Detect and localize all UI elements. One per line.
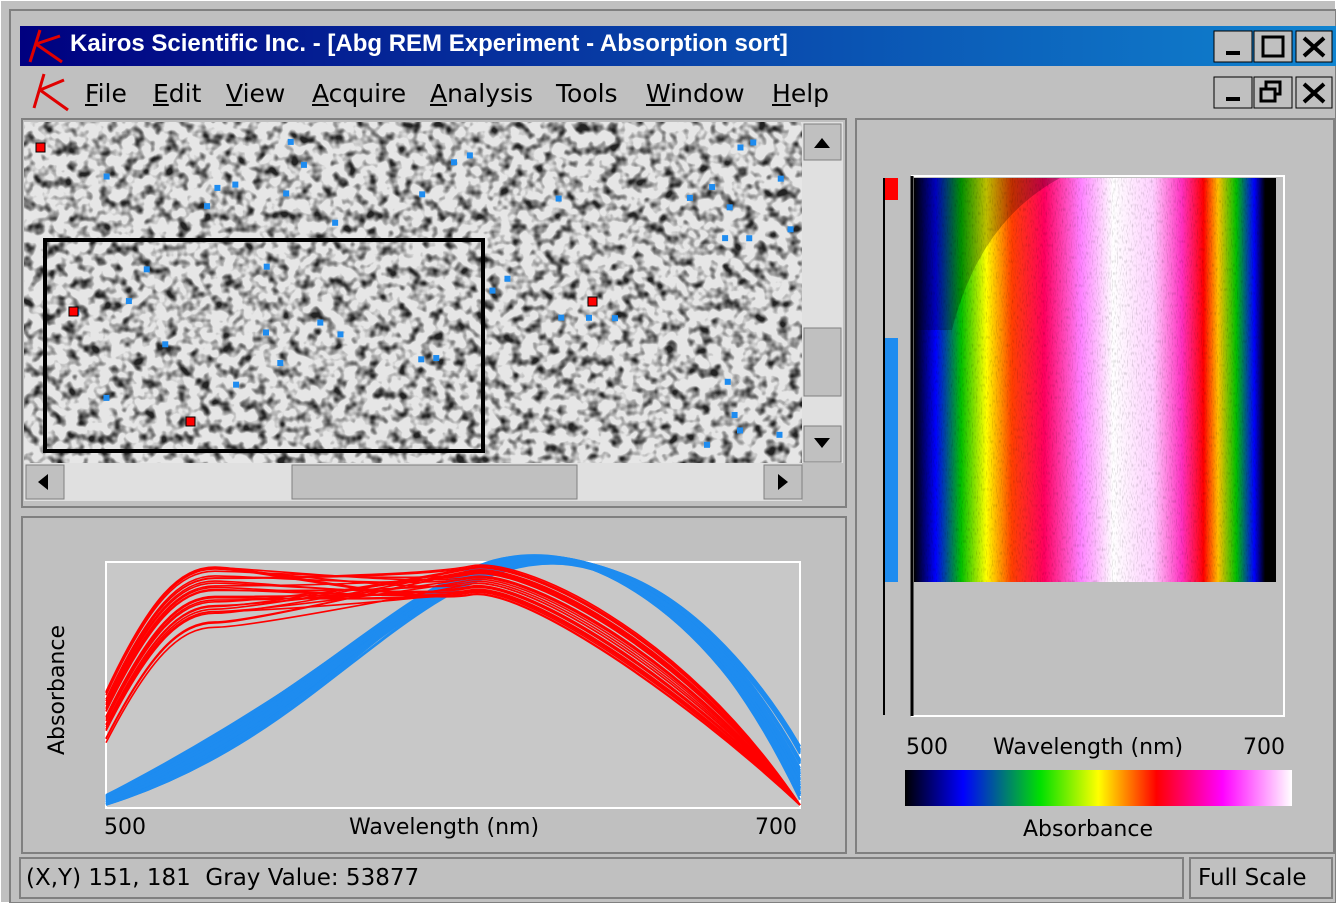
cell-marker (126, 298, 132, 304)
menu-item[interactable]: Window (646, 79, 745, 108)
menu-item[interactable]: View (226, 79, 285, 108)
x-axis-label: Wavelength (nm) (349, 817, 539, 839)
cell-marker (264, 264, 270, 270)
cell-marker (332, 220, 338, 226)
sort-bar-red (885, 178, 898, 200)
cell-marker (214, 185, 220, 191)
cell-marker (277, 360, 283, 366)
cell-marker (586, 315, 592, 321)
cell-marker (288, 139, 294, 145)
minimize-glyph (1226, 51, 1240, 55)
cell-marker (727, 204, 733, 210)
menu-item[interactable]: Analysis (430, 79, 533, 108)
cell-marker-red (588, 297, 597, 306)
x-max-label: 700 (755, 817, 797, 839)
cell-marker (704, 442, 710, 448)
child-minimize[interactable] (1214, 77, 1252, 108)
window-graphics (0, 0, 1336, 903)
cell-marker (419, 191, 425, 197)
cell-marker (725, 379, 731, 385)
minimize-button[interactable] (1214, 31, 1252, 62)
cell-marker (746, 235, 752, 241)
cell-marker (418, 356, 424, 362)
cell-marker (317, 320, 323, 326)
y-axis-label: Absorbance (47, 625, 69, 755)
cell-marker (467, 152, 473, 158)
cell-marker (722, 235, 728, 241)
cell-marker (233, 382, 239, 388)
cell-marker (556, 196, 562, 202)
colorbar (905, 770, 1292, 806)
cell-marker (737, 144, 743, 150)
vertical-scrollbar[interactable] (802, 122, 843, 463)
heatmap-x-max: 700 (1243, 737, 1285, 759)
image-view (24, 122, 802, 463)
status-scale: Full Scale (1198, 867, 1307, 890)
image-speckle (24, 122, 802, 463)
cell-marker (750, 139, 756, 145)
child-minimize-glyph (1226, 97, 1240, 101)
cell-marker (788, 226, 794, 232)
cell-marker-red (69, 307, 78, 316)
scroll-thumb[interactable] (804, 328, 841, 396)
heatmap-x-label: Wavelength (nm) (993, 737, 1183, 759)
cell-marker (612, 315, 618, 321)
window-title: Kairos Scientific Inc. - [Abg REM Experi… (70, 32, 788, 56)
scroll-track[interactable] (802, 122, 843, 463)
menu-item[interactable]: Acquire (312, 79, 406, 108)
cell-marker (778, 176, 784, 182)
heatmap-x-min: 500 (906, 737, 948, 759)
cell-marker (283, 190, 289, 196)
menu-item[interactable]: File (85, 79, 127, 108)
cell-marker-red (36, 143, 45, 152)
cell-marker-red (186, 417, 195, 426)
cell-marker (687, 195, 693, 201)
cell-marker (433, 355, 439, 361)
cell-marker (489, 288, 495, 294)
x-min-label: 500 (104, 817, 146, 839)
cell-marker (709, 184, 715, 190)
cell-marker (103, 395, 109, 401)
cell-marker (504, 276, 510, 282)
cell-marker (232, 182, 238, 188)
cell-marker (263, 329, 269, 335)
menu-item[interactable]: Edit (153, 79, 201, 108)
cell-marker (737, 427, 743, 433)
cell-marker (162, 341, 168, 347)
app-window: Kairos Scientific Inc. - [Abg REM Experi… (0, 0, 1336, 903)
cell-marker (558, 315, 564, 321)
colorbar-label: Absorbance (1023, 819, 1153, 841)
menu-item[interactable]: Tools (556, 79, 618, 108)
cell-marker (732, 412, 738, 418)
cell-marker (144, 266, 150, 272)
cell-marker (451, 159, 457, 165)
cell-marker (301, 162, 307, 168)
cell-marker (337, 331, 343, 337)
sort-bar-blue (885, 338, 898, 582)
status-position: (X,Y) 151, 181 Gray Value: 53877 (26, 867, 419, 890)
hscroll-thumb[interactable] (292, 465, 577, 499)
horizontal-scrollbar[interactable] (24, 463, 802, 501)
restore-glyph (1261, 89, 1275, 101)
cell-marker (104, 173, 110, 179)
heatmap-noise (914, 178, 1276, 582)
menu-item[interactable]: Help (772, 79, 829, 108)
cell-marker (204, 203, 210, 209)
cell-marker (776, 432, 782, 438)
